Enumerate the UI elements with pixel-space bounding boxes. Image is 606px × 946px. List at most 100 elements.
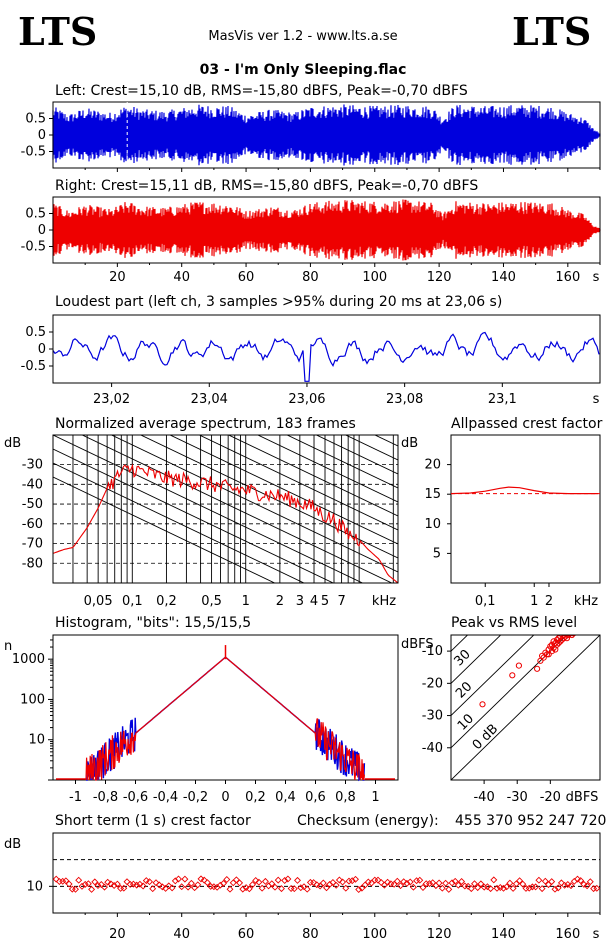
left-channel-ytick-label: 0 <box>38 128 46 143</box>
histogram-title: Histogram, "bits": 15,5/15,5 <box>55 615 251 631</box>
short-term-point <box>355 886 363 893</box>
short-term-point <box>261 877 269 885</box>
short-term-point <box>142 877 150 885</box>
allpass-ytick-label: 20 <box>424 458 441 473</box>
short-term-title: Short term (1 s) crest factor <box>55 813 251 829</box>
peak-rms-ytick-label: -10 <box>422 644 443 659</box>
file-title: 03 - I'm Only Sleeping.flac <box>200 62 407 78</box>
spectrum-slope-line <box>53 476 276 583</box>
short-term-point <box>477 880 485 888</box>
peak-rms-point <box>515 662 523 669</box>
short-term-point <box>75 876 83 884</box>
peak-rms-ytick-label: -30 <box>422 709 443 724</box>
spectrum-slope-line <box>315 435 398 475</box>
spectrum-xtick-label: 0,05 <box>84 594 113 609</box>
peak-rms-point <box>562 635 569 640</box>
peak-rms-point <box>539 652 546 660</box>
short-term-point <box>110 882 118 889</box>
allpass-xtick-label: 2 <box>545 594 553 609</box>
short-term-point <box>319 879 327 887</box>
spectrum-xunit: kHz <box>372 594 396 609</box>
histogram-right-curve <box>85 656 365 781</box>
short-term-point <box>541 877 549 885</box>
peak-rms-crest-label: 20 <box>453 679 475 701</box>
peak-rms-point <box>567 635 573 637</box>
histogram-xtick-label: 0,6 <box>305 790 326 805</box>
short-term-point <box>393 877 401 885</box>
peak-rms-crest-label: 0 dB <box>470 722 502 754</box>
spectrum-xtick-label: 2 <box>276 594 284 609</box>
allpass-xtick-label: 0,1 <box>475 594 496 609</box>
histogram-ylabel: n <box>4 639 12 654</box>
short-term-point <box>583 882 591 890</box>
loudest-part-xtick-label: 23,08 <box>386 392 423 407</box>
short-term-point <box>586 878 594 886</box>
loudest-part-xtick-label: 23,02 <box>93 392 130 407</box>
short-term-point <box>377 879 385 886</box>
spectrum-slope-line <box>286 435 398 489</box>
short-term-point <box>435 879 443 887</box>
logo-right: LTS <box>512 9 591 54</box>
allpass-ytick-label: 10 <box>424 517 441 532</box>
plots-layer: 0.50-0.50.50-0.520 40 60 80 100 120 140 160 s0.5… <box>12 101 601 942</box>
loudest-part-ytick-label: 0 <box>38 342 46 357</box>
peak-rms-xtick-label: -20 <box>540 790 561 805</box>
histogram-xtick-label: 0,8 <box>335 790 356 805</box>
short-term-point <box>203 879 211 887</box>
short-term-point <box>72 885 79 893</box>
peak-rms-point <box>557 638 564 645</box>
short-term-point <box>509 884 517 892</box>
short-term-point <box>525 884 533 892</box>
short-term-xtick-label: 100 <box>362 927 387 942</box>
right-channel-ytick-label: 0.5 <box>25 207 46 222</box>
short-term-point <box>397 882 404 890</box>
short-term-frame <box>52 832 601 914</box>
short-term-point <box>557 879 565 887</box>
short-term-point <box>503 883 511 891</box>
right-channel-xtick-label: 40 <box>173 270 190 285</box>
short-term-point <box>181 875 189 883</box>
short-term-point <box>146 878 153 886</box>
short-term-point <box>474 884 482 892</box>
short-term-point <box>252 877 260 884</box>
spectrum-xtick-label: 4 <box>310 594 318 609</box>
short-term-point <box>194 881 202 889</box>
peak-rms-crest-label: 30 <box>451 647 473 669</box>
short-term-point <box>490 876 498 884</box>
short-term-point <box>409 883 417 891</box>
short-term-point <box>187 879 195 887</box>
short-term-point <box>107 880 115 888</box>
short-term-point <box>88 885 96 893</box>
short-term-point <box>323 884 330 892</box>
short-term-point <box>454 881 462 889</box>
left-channel-waveform <box>52 104 601 166</box>
short-term-point <box>84 880 92 888</box>
spectrum-slope-line <box>53 435 364 583</box>
spectrum-slope-line <box>110 435 398 573</box>
short-term-point <box>184 883 192 891</box>
spectrum-slope-line <box>81 435 393 583</box>
short-term-point <box>471 880 478 888</box>
app-title: MasVis ver 1.2 - www.lts.a.se <box>208 29 397 44</box>
right-channel-ytick-label: -0.5 <box>21 240 46 255</box>
short-term-point <box>342 884 350 892</box>
short-term-point <box>548 878 556 886</box>
short-term-point <box>91 878 99 886</box>
short-term-point <box>236 879 244 887</box>
peak-rms-crest-line <box>451 635 502 684</box>
right-channel-waveform <box>52 199 601 261</box>
spectrum-grid <box>53 435 398 583</box>
right-channel-title: Right: Crest=15,11 dB, RMS=-15,80 dBFS, … <box>55 178 478 194</box>
short-term-xtick-label: 140 <box>491 927 516 942</box>
short-term-point <box>380 881 388 889</box>
short-term-ytick-label: 10 <box>26 879 43 894</box>
short-term-point <box>500 884 507 892</box>
short-term-point <box>223 876 231 883</box>
spectrum-ylabel: dB <box>4 436 21 451</box>
short-term-point <box>178 883 186 891</box>
short-term-point <box>332 881 340 889</box>
allpass-xtick-label: 1 <box>530 594 538 609</box>
allpass-xunit: kHz <box>574 594 598 609</box>
short-term-point <box>390 880 398 888</box>
